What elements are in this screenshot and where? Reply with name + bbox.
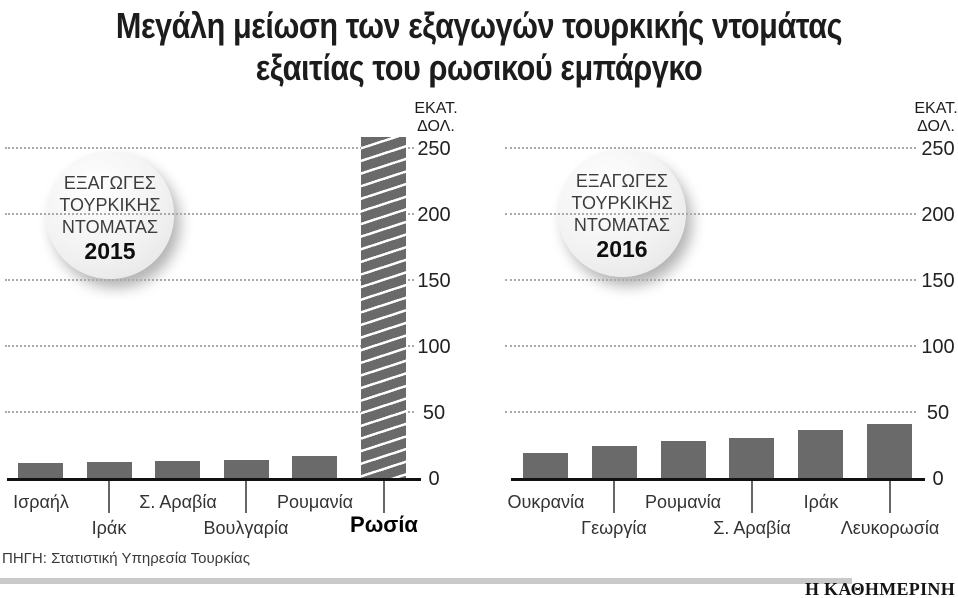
bar-Ιράκ [87, 462, 132, 478]
page-title-line2: εξαιτίας του ρωσικού εμπάργκο [255, 47, 703, 88]
y-tick-0: 0 [428, 468, 440, 490]
category-label-Ιράκ: Ιράκ [803, 492, 839, 512]
y-axis-unit-label-2016: ΕΚΑΤ. ΔΟΛ. [913, 100, 958, 136]
gridline-100 [5, 345, 414, 347]
bar-Γεωργία [592, 446, 637, 478]
gridline-50 [505, 411, 916, 413]
page-title: Μεγάλη μείωση των εξαγωγών τουρκικής ντο… [72, 5, 886, 89]
y-tick-50: 50 [926, 402, 950, 424]
y-tick-50: 50 [422, 402, 446, 424]
y-tick-200: 200 [417, 204, 451, 226]
gridline-250 [5, 147, 414, 149]
x-axis-2015 [7, 478, 421, 481]
badge-line3: ΝΤΟΜΑΤΑΣ [61, 217, 159, 237]
x-tick-stem-Βουλγαρία [245, 481, 247, 513]
unit-line2: ΔΟΛ. [417, 118, 455, 135]
bar-Σ. Αραβία [729, 438, 774, 478]
category-label-Σ. Αραβία: Σ. Αραβία [139, 492, 217, 512]
badge-line1: ΕΞΑΓΩΓΕΣ [63, 173, 157, 193]
gridline-200 [505, 213, 916, 215]
bar-Ρουμανία [292, 456, 337, 478]
y-tick-150: 150 [417, 270, 451, 292]
gridline-150 [5, 279, 414, 281]
bar-Σ. Αραβία [155, 461, 200, 478]
badge-year-2015: 2015 [84, 238, 136, 264]
category-label-Ουκρανία: Ουκρανία [507, 492, 585, 512]
bar-Λευκορωσία [867, 424, 912, 478]
chart-2016: ΕΚΑΤ. ΔΟΛ. ΕΞΑΓΩΓΕΣ ΤΟΥΡΚΙΚΗΣ ΝΤΟΜΑΤΑΣ 2… [0, 95, 958, 555]
category-label-Ισραήλ: Ισραήλ [13, 492, 69, 512]
chart-badge-2015: ΕΞΑΓΩΓΕΣ ΤΟΥΡΚΙΚΗΣ ΝΤΟΜΑΤΑΣ 2015 [46, 151, 174, 279]
y-tick-0: 0 [932, 468, 944, 490]
bar-Βουλγαρία [224, 460, 269, 478]
badge-line2: ΤΟΥΡΚΙΚΗΣ [571, 193, 673, 213]
category-label-Γεωργία: Γεωργία [581, 518, 647, 538]
bar-Ρουμανία [661, 441, 706, 478]
y-tick-100: 100 [921, 336, 955, 358]
y-tick-200: 200 [921, 204, 955, 226]
y-tick-150: 150 [921, 270, 955, 292]
chart-2015: ΕΚΑΤ. ΔΟΛ. ΕΞΑΓΩΓΕΣ ΤΟΥΡΚΙΚΗΣ ΝΤΟΜΑΤΑΣ 2… [0, 95, 958, 555]
footer-divider-bar [0, 578, 852, 584]
category-label-Ρωσία: Ρωσία [350, 512, 418, 537]
kathimerini-logo: Η ΚΑΘΗΜΕΡΙΝΗ [804, 579, 955, 598]
unit-line1: ΕΚΑΤ. [414, 100, 458, 117]
category-label-Ρουμανία: Ρουμανία [644, 492, 722, 512]
unit-line1: ΕΚΑΤ. [914, 100, 958, 117]
x-tick-stem-Σ. Αραβία [751, 481, 753, 513]
x-axis-2016 [511, 478, 925, 481]
unit-line2: ΔΟΛ. [917, 118, 955, 135]
category-label-Σ. Αραβία: Σ. Αραβία [713, 518, 791, 538]
bar-Ρωσία [361, 137, 406, 478]
gridline-50 [5, 411, 414, 413]
badge-line2: ΤΟΥΡΚΙΚΗΣ [59, 195, 161, 215]
gridline-200 [5, 213, 414, 215]
page-title-line1: Μεγάλη μείωση των εξαγωγών τουρκικής ντο… [115, 5, 843, 46]
y-tick-100: 100 [417, 336, 451, 358]
bar-Ουκρανία [523, 453, 568, 478]
x-tick-stem-Λευκορωσία [889, 481, 891, 513]
gridline-150 [505, 279, 916, 281]
gridline-250 [505, 147, 916, 149]
bar-Ισραήλ [18, 463, 63, 478]
gridline-100 [505, 345, 916, 347]
category-label-Ρουμανία: Ρουμανία [276, 492, 354, 512]
category-label-Λευκορωσία: Λευκορωσία [840, 518, 940, 538]
y-tick-250: 250 [417, 138, 451, 160]
badge-line3: ΝΤΟΜΑΤΑΣ [573, 215, 671, 235]
x-tick-stem-Ρωσία [383, 481, 385, 513]
category-label-Ιράκ: Ιράκ [91, 518, 127, 538]
source-caption: ΠΗΓΗ: Στατιστική Υπηρεσία Τουρκίας [2, 550, 250, 567]
bar-Ιράκ [798, 430, 843, 478]
y-axis-unit-label-2015: ΕΚΑΤ. ΔΟΛ. [413, 100, 459, 136]
x-tick-stem-Γεωργία [613, 481, 615, 513]
charts-container: ΕΚΑΤ. ΔΟΛ. ΕΞΑΓΩΓΕΣ ΤΟΥΡΚΙΚΗΣ ΝΤΟΜΑΤΑΣ 2… [0, 95, 958, 555]
badge-line1: ΕΞΑΓΩΓΕΣ [575, 171, 669, 191]
category-label-Βουλγαρία: Βουλγαρία [203, 518, 289, 538]
x-tick-stem-Ιράκ [108, 481, 110, 513]
badge-year-2016: 2016 [596, 236, 648, 262]
y-tick-250: 250 [921, 138, 955, 160]
